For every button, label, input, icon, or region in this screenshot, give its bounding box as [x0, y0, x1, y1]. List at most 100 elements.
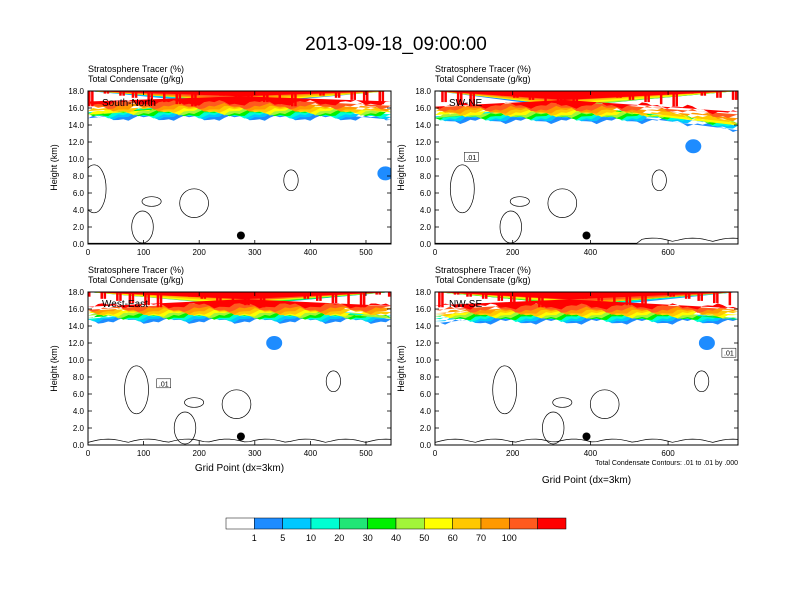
tracer-streak — [659, 91, 663, 105]
tracer-streak — [88, 292, 91, 297]
panel-name: South-North — [102, 98, 156, 109]
y-tick-label: 0.0 — [73, 240, 85, 249]
tracer-streak — [628, 292, 632, 306]
colorbar-label: 30 — [363, 533, 373, 543]
tracer-streak — [559, 91, 563, 105]
y-tick-label: 14.0 — [68, 322, 84, 331]
x-tick-label: 0 — [86, 248, 91, 257]
tracer-streak — [631, 91, 635, 100]
condensate-contour — [88, 164, 107, 214]
tracer-streak — [309, 91, 313, 94]
tracer-streak — [347, 292, 350, 306]
tracer-streak — [291, 91, 294, 107]
y-tick-label: 6.0 — [73, 189, 85, 198]
tracer-streak — [538, 292, 541, 308]
tracer-streak — [525, 292, 529, 306]
colorbar-label: 60 — [448, 533, 458, 543]
tracer-streak — [600, 292, 604, 301]
tracer-streak — [334, 292, 338, 304]
y-tick-label: 18.0 — [68, 288, 84, 297]
tracer-streak — [647, 91, 650, 103]
terrain-line — [88, 438, 391, 444]
tracer-streak — [556, 91, 560, 105]
tracer-streak — [259, 292, 263, 308]
tracer-streak — [150, 91, 153, 100]
colorbar-swatch — [310, 517, 340, 530]
panel-header-tracer: Stratosphere Tracer (%) — [435, 265, 531, 275]
tracer-band — [435, 91, 738, 126]
x-tick-label: 0 — [433, 248, 438, 257]
plot-area: .01 — [435, 292, 738, 445]
contour-label-box — [464, 152, 479, 162]
condensate-contour — [509, 196, 530, 207]
tracer-streak — [572, 292, 575, 297]
colorbar-swatch — [282, 517, 312, 530]
tracer-streak — [291, 292, 294, 297]
tracer-streak — [375, 292, 378, 295]
tracer-streak — [719, 91, 722, 98]
tracer-streak — [510, 292, 513, 304]
figure-title: 2013-09-18_09:00:00 — [305, 34, 487, 55]
y-tick-label: 14.0 — [68, 121, 84, 130]
tracer-streak — [616, 91, 619, 98]
y-tick-label: 8.0 — [73, 373, 85, 382]
tracer-streak — [231, 292, 235, 304]
tracer-streak — [275, 292, 278, 295]
contour-label-box — [156, 378, 171, 389]
y-tick-label: 10.0 — [68, 356, 84, 365]
tracer-streak — [334, 91, 338, 98]
tracer-streak — [584, 292, 588, 299]
tracer-streak — [337, 91, 341, 98]
tracer-streak — [653, 292, 657, 295]
tracer-streak — [513, 91, 516, 98]
tracer-streak — [472, 91, 475, 107]
tracer-streak — [669, 292, 672, 297]
tracer-streak — [353, 91, 356, 100]
tracer-streak — [219, 91, 222, 96]
tracer-streak — [441, 91, 444, 103]
y-tick-label: 0.0 — [420, 240, 432, 249]
tracer-streak — [203, 91, 207, 94]
tracer-streak — [306, 91, 310, 94]
colorbar-label: 70 — [476, 533, 486, 543]
y-tick-label: 14.0 — [415, 121, 431, 130]
tracer-streak — [178, 91, 182, 105]
colorbar: 1 5 10 20 30 40 50 60 70 100 — [225, 517, 567, 543]
colorbar-swatch — [395, 517, 425, 530]
tracer-streak — [122, 91, 125, 96]
tracer-streak — [378, 292, 381, 295]
tracer-streak — [175, 91, 178, 105]
tracer-streak — [322, 91, 325, 96]
tracer-streak — [163, 91, 166, 103]
y-axis-label: Height (km) — [49, 144, 59, 191]
x-axis-label: Grid Point (dx=3km) — [195, 463, 284, 474]
tracer-streak — [100, 292, 103, 299]
tracer-streak — [262, 91, 266, 103]
x-tick-label: 200 — [506, 248, 520, 257]
panel-name: SW-NE — [449, 98, 482, 109]
tracer-streak — [287, 292, 291, 297]
tracer-streak — [191, 292, 194, 297]
condensate-contour — [547, 188, 578, 218]
tracer-streak — [613, 292, 616, 304]
colorbar-swatch — [254, 517, 283, 530]
x-tick-label: 500 — [359, 449, 373, 458]
tracer-streak — [672, 91, 675, 107]
tracer-streak — [684, 292, 688, 299]
tracer-streak — [460, 91, 463, 105]
y-axis-label: Height (km) — [396, 345, 406, 392]
tracer-streak — [147, 91, 150, 100]
tracer-band — [435, 91, 738, 115]
tracer-streak — [588, 91, 591, 94]
colorbar-label: 50 — [419, 533, 429, 543]
tracer-streak — [456, 292, 460, 295]
y-tick-label: 2.0 — [420, 223, 432, 232]
location-marker — [582, 231, 591, 240]
condensate-contour — [325, 370, 341, 393]
condensate-contour — [221, 389, 252, 419]
plot-area: .01 — [435, 91, 738, 244]
contour-label: .01 — [724, 351, 734, 358]
tracer-streak — [485, 91, 488, 94]
y-tick-label: 4.0 — [73, 407, 85, 416]
x-tick-label: 300 — [248, 248, 262, 257]
